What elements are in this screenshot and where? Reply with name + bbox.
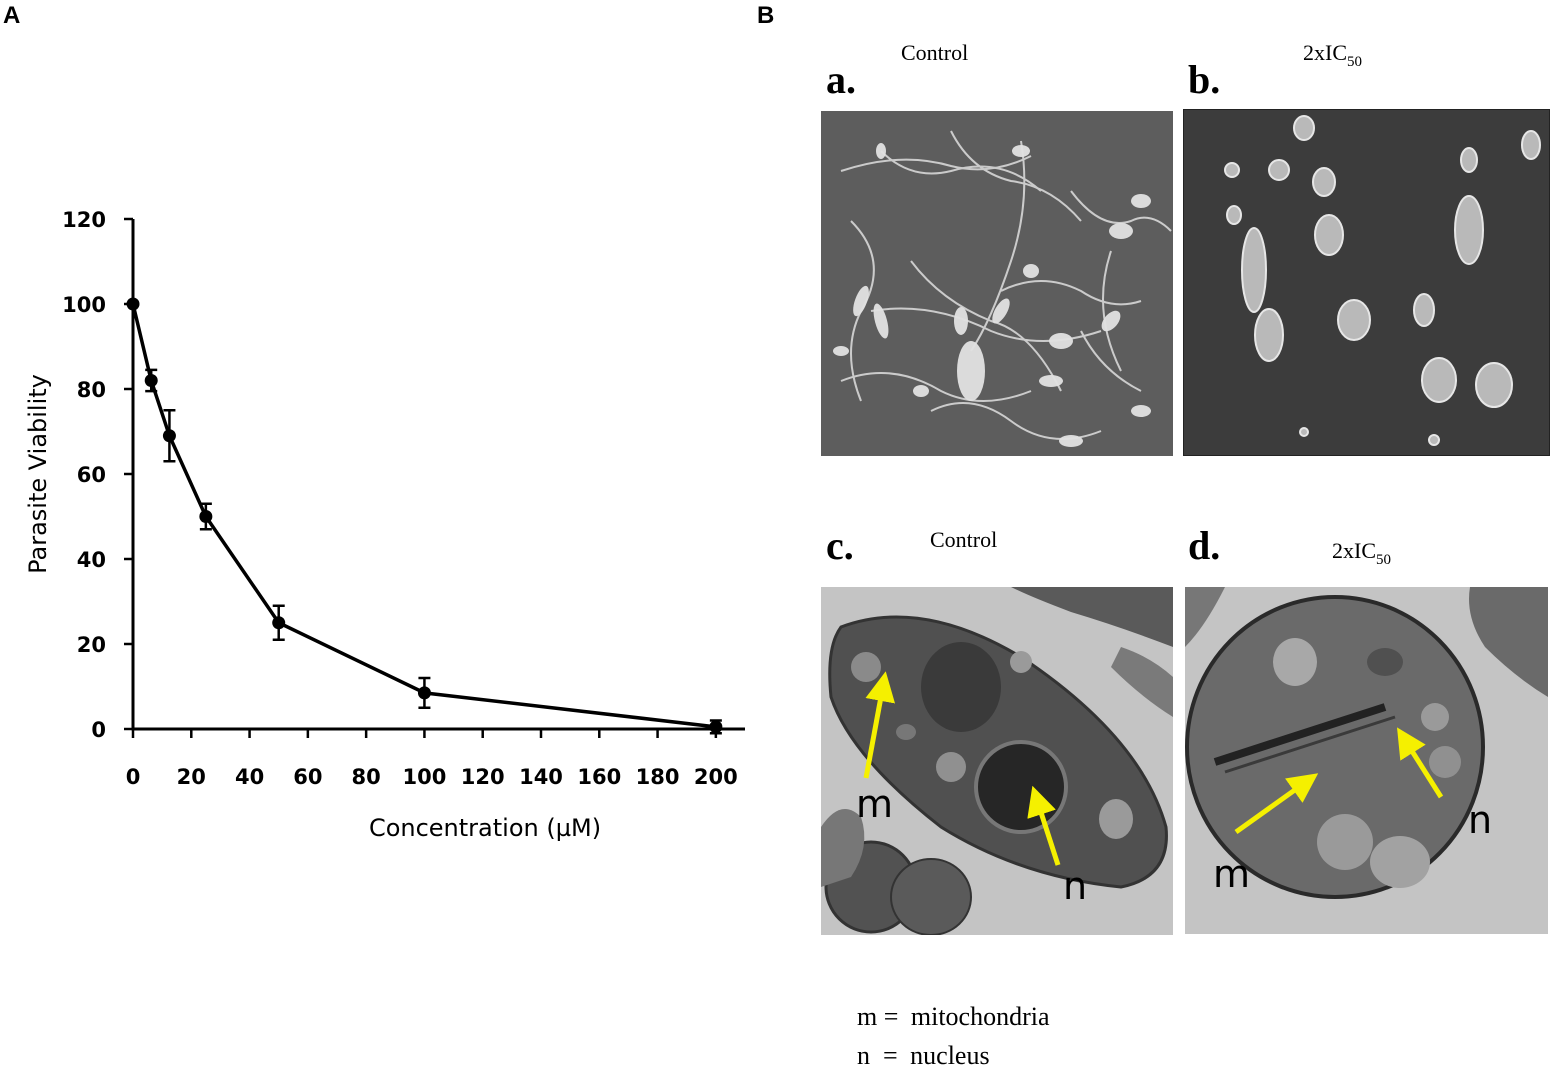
y-tick-label: 80 <box>77 378 106 402</box>
tem-control-m-arrow <box>863 671 896 779</box>
y-tick-label: 120 <box>62 208 106 232</box>
micrograph-a-condition: Control <box>901 40 969 65</box>
y-tick-label: 60 <box>77 463 106 487</box>
chart-ticks: 0 20 40 60 80 100 120 140 160 180 200 0 20 40 60 80 100 1… <box>62 208 738 789</box>
micrograph-c-condition: Control <box>930 527 998 552</box>
data-point <box>417 686 431 700</box>
micrograph-d-condition-main: 2xIC <box>1332 538 1376 563</box>
data-point <box>272 616 286 630</box>
tem-control-m-label: m <box>856 782 894 826</box>
tem-control-n-arrow <box>1027 785 1061 866</box>
chart-series <box>126 297 723 735</box>
x-tick-label: 140 <box>519 765 563 789</box>
x-tick-label: 200 <box>694 765 738 789</box>
x-tick-label: 20 <box>177 765 206 789</box>
x-tick-label: 160 <box>577 765 621 789</box>
micrograph-d-letter: d. <box>1188 523 1221 568</box>
panel-letter-b: B <box>757 2 775 29</box>
micrograph-b-condition-main: 2xIC <box>1303 40 1347 65</box>
data-point <box>126 297 140 311</box>
data-point <box>199 510 213 523</box>
micrograph-d-condition-sub: 50 <box>1376 552 1391 568</box>
tem-treated-m-label: m <box>1213 852 1251 896</box>
panel-letter-a: A <box>3 2 21 29</box>
sem-control-image <box>821 111 1173 456</box>
legend-nucleus: n = nucleus <box>857 1041 990 1071</box>
tem-control-image <box>821 587 1173 935</box>
tem-treated-image <box>1185 587 1548 934</box>
tem-treated-m-arrow <box>1234 773 1319 835</box>
legend-m-key: m = <box>857 1002 899 1031</box>
micrograph-d-condition: 2xIC50 <box>1332 538 1391 569</box>
x-tick-label: 100 <box>403 765 447 789</box>
tem-treated-n-label: n <box>1468 798 1493 842</box>
viability-chart: 0 20 40 60 80 100 120 140 160 180 200 0 20 40 60 80 100 1… <box>24 208 745 842</box>
legend-n-key: n = <box>857 1041 898 1070</box>
micrograph-b-letter: b. <box>1188 57 1221 102</box>
data-point <box>709 720 723 734</box>
y-tick-label: 0 <box>91 718 106 742</box>
legend-mitochondria: m = mitochondria <box>857 1002 1050 1032</box>
x-axis-title: Concentration (µM) <box>369 814 601 842</box>
x-tick-label: 80 <box>352 765 381 789</box>
sem-treated-image <box>1183 109 1550 456</box>
x-tick-label: 40 <box>235 765 264 789</box>
legend-n-value: nucleus <box>910 1041 990 1070</box>
tem-control-n-label: n <box>1063 864 1088 908</box>
y-tick-label: 100 <box>62 293 106 317</box>
x-tick-label: 120 <box>461 765 505 789</box>
x-tick-label: 180 <box>636 765 680 789</box>
micrograph-b-condition-sub: 50 <box>1347 54 1362 70</box>
legend-m-value: mitochondria <box>910 1002 1050 1031</box>
data-point <box>162 429 176 443</box>
x-tick-label: 0 <box>126 765 141 789</box>
y-tick-label: 40 <box>77 548 106 572</box>
tem-treated-n-arrow <box>1396 727 1444 799</box>
micrograph-c-letter: c. <box>826 523 854 568</box>
y-axis-title: Parasite Viability <box>24 374 52 574</box>
y-tick-label: 20 <box>77 633 106 657</box>
x-tick-label: 60 <box>293 765 322 789</box>
micrograph-b-condition: 2xIC50 <box>1303 40 1362 71</box>
micrograph-a-letter: a. <box>826 57 856 102</box>
data-point <box>144 374 158 387</box>
